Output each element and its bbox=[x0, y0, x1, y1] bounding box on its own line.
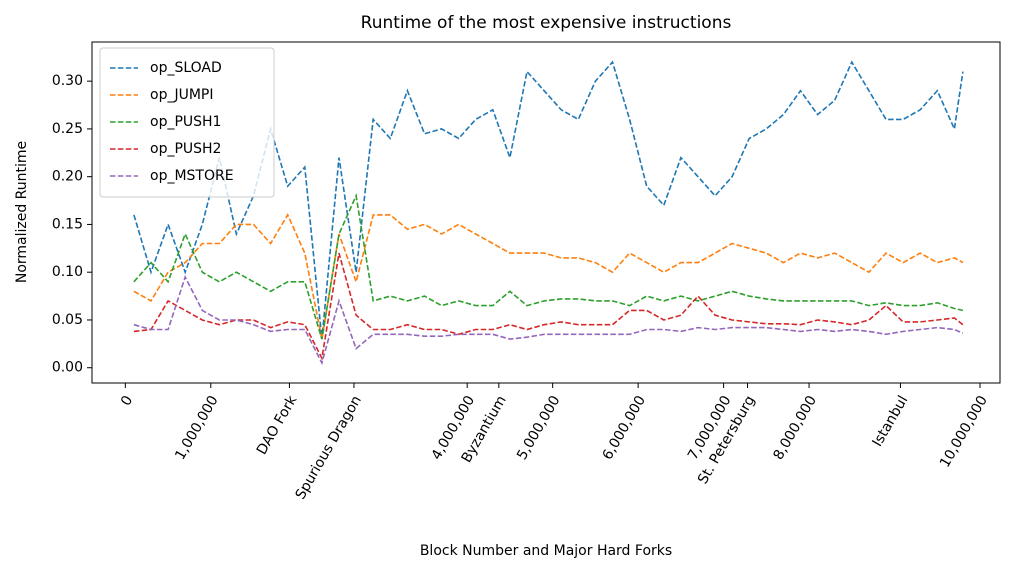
plot-frame bbox=[91, 41, 1001, 384]
y-tick-label: 0.30 bbox=[52, 73, 83, 89]
legend-label: op_PUSH1 bbox=[150, 114, 221, 130]
legend-label: op_JUMPI bbox=[150, 87, 213, 103]
series-line bbox=[133, 60, 964, 340]
y-tick-label: 0.25 bbox=[52, 121, 83, 137]
legend-label: op_MSTORE bbox=[150, 168, 234, 184]
series-line bbox=[133, 213, 964, 340]
x-tick-label: 5,000,000 bbox=[514, 393, 563, 463]
legend-label: op_PUSH2 bbox=[150, 141, 221, 157]
x-tick-label: 1,000,000 bbox=[172, 393, 221, 463]
y-tick-label: 0.10 bbox=[52, 264, 83, 280]
x-tick-label: 0 bbox=[118, 393, 136, 409]
y-tick-label: 0.15 bbox=[52, 216, 83, 232]
x-tick-label: DAO Fork bbox=[254, 392, 301, 457]
series-line bbox=[133, 252, 964, 361]
y-tick-label: 0.05 bbox=[52, 312, 83, 328]
x-tick-label: Spurious Dragon bbox=[293, 393, 365, 502]
x-tick-label: 8,000,000 bbox=[771, 393, 820, 463]
y-tick-label: 0.20 bbox=[52, 169, 83, 185]
y-tick-label: 0.00 bbox=[52, 360, 83, 376]
chart-title: Runtime of the most expensive instructio… bbox=[361, 13, 732, 33]
series-line bbox=[133, 274, 964, 366]
x-tick-label: 6,000,000 bbox=[600, 393, 649, 463]
legend-label: op_SLOAD bbox=[150, 60, 222, 76]
legend-box bbox=[99, 47, 275, 198]
series-line bbox=[133, 193, 964, 340]
x-tick-label: 10,000,000 bbox=[937, 393, 991, 470]
y-axis-label: Normalized Runtime bbox=[14, 141, 30, 283]
x-tick-label: Istanbul bbox=[869, 393, 911, 450]
x-axis-label: Block Number and Major Hard Forks bbox=[420, 543, 672, 559]
